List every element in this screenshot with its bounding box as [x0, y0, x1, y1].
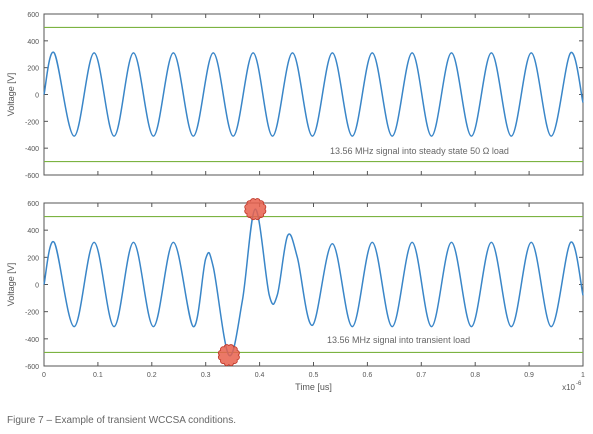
- y-tick-label: 600: [27, 12, 39, 19]
- x-axis-label: Time [us]: [295, 382, 332, 392]
- peak-marker: [244, 198, 267, 221]
- x-tick-label: 1: [581, 372, 585, 379]
- x-tick-label: 0.8: [470, 372, 480, 379]
- x-tick-label: 0.7: [416, 372, 426, 379]
- x-tick-label: 0.2: [147, 372, 157, 379]
- y-tick-label: 200: [27, 66, 39, 73]
- y-tick-label: 0: [35, 283, 39, 290]
- x-tick-label: 0: [42, 372, 46, 379]
- x-tick-label: 0.5: [309, 372, 319, 379]
- chart-panel-1: -600 -400 -200 0 200 400 600 Voltage [V] 13.56 M…: [6, 12, 584, 180]
- y-axis-label: Voltage [V]: [6, 73, 16, 117]
- y-tick-label: 0: [35, 93, 39, 100]
- y-tick-label: 200: [27, 255, 39, 262]
- x-tick-label: 0.3: [201, 372, 211, 379]
- x-tick-label: 0.4: [255, 372, 265, 379]
- y-tick-label: 400: [27, 39, 39, 46]
- y-tick-label: -200: [25, 119, 39, 126]
- peak-marker: [217, 344, 240, 367]
- chart-annotation: 13.56 MHz signal into steady state 50 Ω …: [330, 146, 509, 156]
- y-tick-label: -600: [25, 364, 39, 371]
- y-tick-label: -600: [25, 173, 39, 180]
- y-tick-label: -400: [25, 146, 39, 153]
- x-axis-multiplier-exponent: -6: [576, 381, 582, 387]
- chart-panel-2: -600 -400 -200 0 200 400 600 0 0.1 0.2 0.3 0.4 0.5 0.…: [6, 198, 585, 392]
- x-axis-multiplier: x10: [562, 383, 575, 392]
- x-tick-label: 0.6: [363, 372, 373, 379]
- figure-caption: Figure 7 – Example of transient WCCSA co…: [7, 415, 236, 426]
- y-tick-label: 600: [27, 201, 39, 208]
- x-tick-label: 0.9: [524, 372, 534, 379]
- y-tick-label: -400: [25, 337, 39, 344]
- y-tick-label: 400: [27, 228, 39, 235]
- signal-series-line: [43, 51, 584, 137]
- chart-annotation: 13.56 MHz signal into transient load: [327, 335, 470, 345]
- signal-series-line: [43, 208, 584, 357]
- x-tick-label: 0.1: [93, 372, 103, 379]
- y-tick-label: -200: [25, 310, 39, 317]
- y-axis-label: Voltage [V]: [6, 263, 16, 307]
- plot-frame: [43, 202, 584, 367]
